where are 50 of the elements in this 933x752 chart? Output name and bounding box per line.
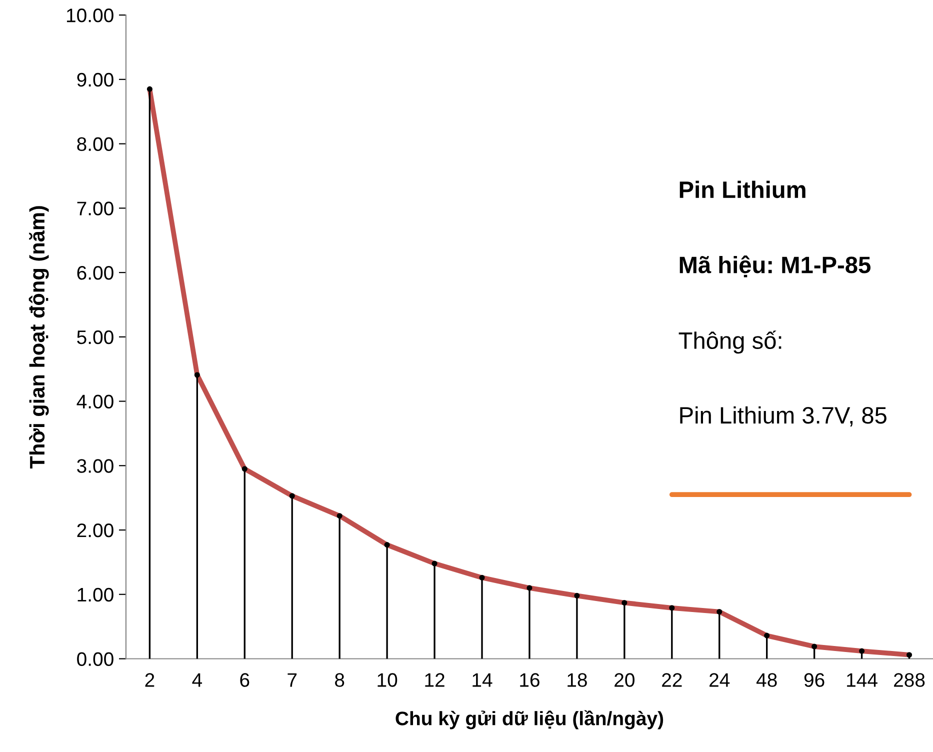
point (812, 644, 818, 650)
x-tick-label: 10 (378, 673, 398, 687)
annotation: Thông số: (678, 330, 782, 354)
x-tick-label: 2 (145, 673, 154, 687)
y-tick-label: 10.00 (66, 8, 114, 22)
y-tick-label: 5.00 (77, 330, 114, 344)
point (479, 574, 485, 580)
x-tick-label: 96 (804, 673, 824, 687)
x-tick-label: 144 (847, 673, 878, 687)
y-tick-label: 1.00 (78, 588, 114, 602)
point (669, 605, 675, 611)
y-tick-label: 4.00 (76, 394, 114, 409)
x-tick-label: 16 (520, 673, 540, 687)
y-axis-title: Thời gian hoạt động (năm) (28, 206, 49, 468)
point (764, 632, 770, 638)
y-tick-label: 2.00 (77, 523, 114, 538)
x-axis-title: Chu kỳ gửi dữ liệu (lần/ngày) (396, 710, 664, 730)
y-tick-label: 3.00 (77, 459, 114, 473)
y-tick-label: 9.00 (77, 72, 114, 87)
point (859, 648, 865, 654)
annotation: Pin Lithium (680, 180, 806, 198)
point (384, 542, 390, 548)
x-tick-label: 18 (568, 673, 587, 687)
x-tick-label: 8 (335, 673, 344, 687)
point (242, 466, 248, 472)
point (716, 608, 722, 615)
x-tick-label: 24 (710, 673, 730, 687)
x-tick-label: 20 (614, 673, 634, 687)
point (194, 372, 200, 378)
x-tick-label: 4 (192, 673, 202, 687)
x-tick-label: 6 (240, 673, 250, 687)
point (289, 493, 295, 499)
annotation: Mã hiệu: M1-P-85 (680, 255, 870, 278)
y-tick-label: 0.00 (77, 652, 114, 666)
y-tick-label: 6.00 (77, 266, 114, 280)
point (336, 513, 342, 519)
x-tick-label: 22 (662, 673, 682, 687)
annotation: Pin Lithium 3.7V, 85 (680, 406, 886, 426)
point (622, 600, 628, 606)
x-tick-label: 48 (756, 673, 777, 687)
point (146, 86, 152, 92)
x-tick-label: 14 (472, 673, 492, 687)
x-tick-label: 288 (894, 673, 925, 687)
y-tick-label: 7.00 (77, 202, 114, 216)
y-tick-label: 8.00 (77, 137, 114, 152)
point (574, 592, 580, 598)
x-tick-label: 7 (288, 673, 297, 687)
point (432, 560, 438, 566)
point (526, 585, 532, 591)
x-tick-label: 12 (425, 673, 444, 687)
